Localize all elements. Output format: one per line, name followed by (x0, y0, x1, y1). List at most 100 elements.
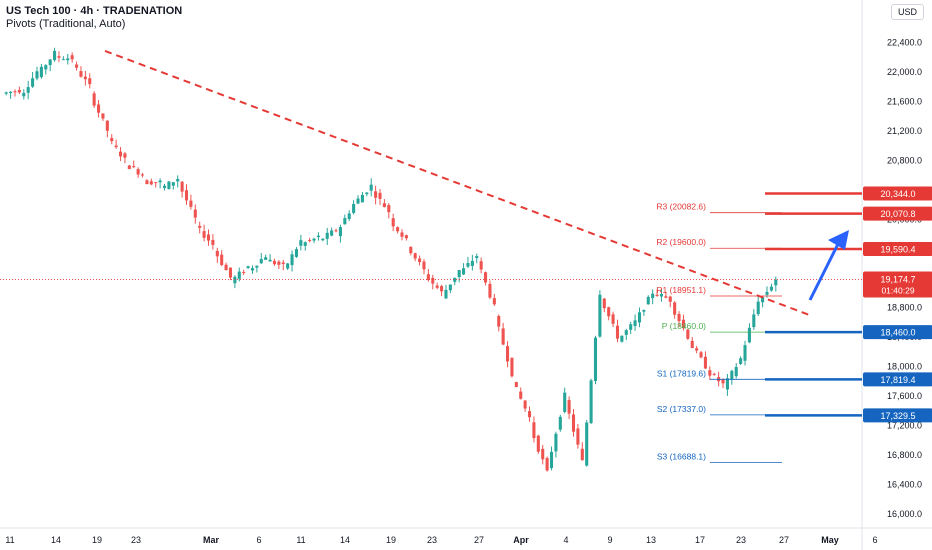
candle (589, 380, 593, 423)
candle (176, 179, 180, 182)
currency-button[interactable]: USD (890, 4, 924, 20)
pivot-label-r2: R2 (19600.0) (656, 237, 706, 247)
candle (545, 458, 549, 471)
candle (593, 337, 598, 381)
candle (215, 250, 219, 257)
pivot-label-s1: S1 (17819.6) (657, 368, 706, 378)
candle (330, 230, 334, 236)
candle (475, 256, 479, 259)
candle (158, 180, 162, 183)
level-label: 18,460.0 (880, 328, 915, 338)
candle (734, 366, 738, 377)
candle (264, 257, 268, 260)
candle (426, 274, 430, 281)
candle (681, 319, 685, 329)
candle (400, 232, 404, 237)
y-tick-label: 16,800.0 (887, 450, 922, 460)
candle (48, 59, 52, 66)
candle (334, 230, 338, 232)
y-tick-label: 22,400.0 (887, 38, 922, 48)
candle (620, 335, 624, 342)
x-tick-label: May (821, 535, 839, 545)
candle (374, 191, 378, 198)
candle (110, 138, 114, 142)
candle (312, 238, 316, 241)
candle (268, 259, 272, 262)
candle (409, 247, 413, 254)
candle (677, 313, 681, 322)
candle (651, 293, 655, 299)
candle (228, 267, 233, 278)
indicator-label[interactable]: Pivots (Traditional, Auto) (6, 18, 126, 30)
current-price-label: 19,174.7 (880, 275, 915, 285)
candle (567, 400, 571, 414)
candle (404, 235, 408, 239)
candle (237, 271, 241, 279)
x-tick-label: 14 (51, 535, 61, 545)
candle (92, 93, 96, 106)
candle (501, 328, 505, 345)
x-tick-label: 17 (695, 535, 705, 545)
candle (761, 297, 765, 303)
candle (303, 242, 307, 246)
candle (576, 428, 580, 445)
candle (365, 192, 369, 195)
y-tick-label: 16,000.0 (887, 509, 922, 519)
candle (765, 291, 769, 295)
candle (189, 200, 193, 207)
level-badge (863, 206, 932, 221)
candle (457, 270, 461, 278)
candle (105, 120, 109, 131)
candle (206, 234, 211, 241)
candle (448, 284, 452, 291)
candle (418, 258, 422, 263)
level-badge (863, 408, 932, 423)
candle (703, 356, 707, 369)
candle (725, 378, 729, 390)
candle (747, 327, 751, 343)
candle (514, 381, 518, 388)
candle (585, 422, 589, 466)
candle (57, 56, 61, 58)
candle (378, 192, 382, 199)
x-tick-label: 11 (5, 535, 14, 545)
candle (488, 283, 492, 298)
candle (580, 448, 584, 461)
candle (382, 203, 386, 208)
candle (756, 301, 760, 315)
candle (479, 261, 483, 270)
current-price-badge (863, 271, 932, 298)
candle (26, 87, 30, 93)
candle (360, 194, 364, 203)
candle (250, 268, 255, 271)
y-tick-label: 17,600.0 (887, 391, 922, 401)
candle (642, 310, 646, 312)
candle (272, 260, 276, 265)
candle (61, 59, 65, 61)
candle (422, 261, 426, 270)
level-badge (863, 241, 932, 256)
candle (44, 65, 48, 70)
candle (347, 213, 351, 220)
candle (686, 329, 690, 339)
candle (532, 422, 536, 439)
candle (607, 307, 611, 317)
candle (721, 379, 725, 384)
candle (171, 182, 175, 186)
candle (470, 260, 474, 266)
candle (369, 184, 373, 191)
candle (624, 330, 628, 335)
level-badge (863, 186, 932, 201)
trendline[interactable] (104, 49, 813, 317)
y-tick-label: 18,800.0 (887, 303, 922, 313)
candle (70, 55, 74, 60)
candle (145, 180, 149, 185)
candle (571, 414, 576, 432)
candle (673, 302, 677, 315)
candle (325, 232, 329, 239)
x-tick-label: 19 (386, 535, 396, 545)
candle (167, 181, 171, 190)
candle (637, 312, 642, 323)
forecast-arrow[interactable] (808, 239, 842, 301)
